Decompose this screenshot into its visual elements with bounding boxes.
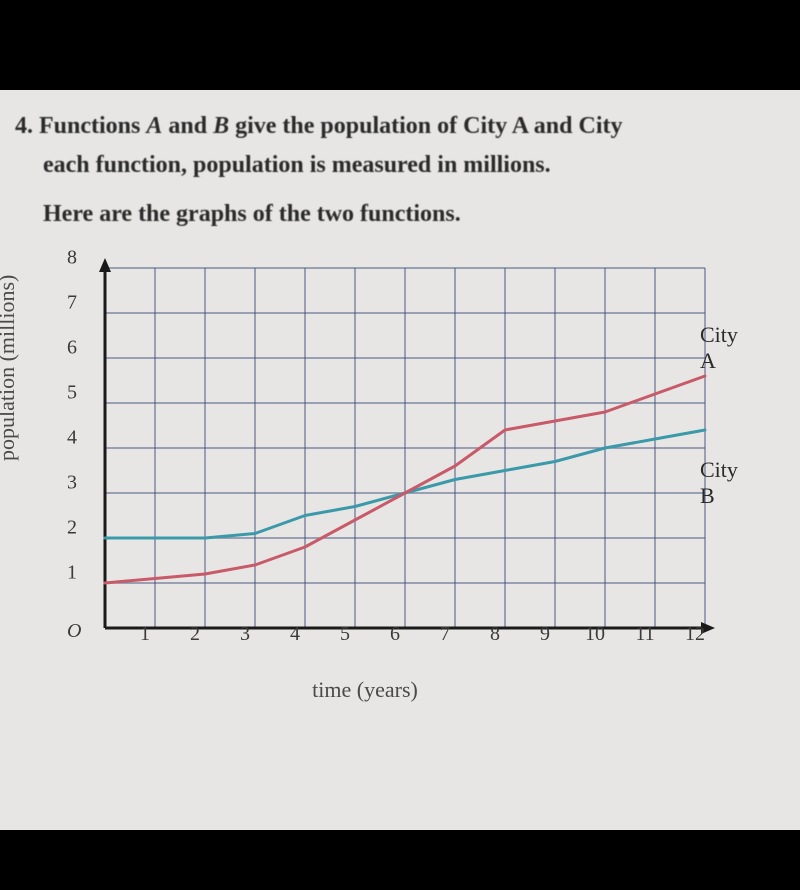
y-tick: 3	[67, 471, 77, 494]
x-tick: 12	[685, 623, 705, 646]
y-axis-label: population (millions)	[0, 274, 20, 460]
origin-label: O	[67, 620, 81, 643]
x-tick: 1	[140, 623, 150, 646]
x-axis-label: time (years)	[312, 677, 418, 703]
question-suffix: give the population of City A and City	[229, 113, 622, 139]
x-tick: 9	[540, 623, 550, 646]
y-tick: 1	[67, 561, 77, 584]
series-label: City A	[700, 322, 738, 374]
x-tick: 10	[585, 623, 605, 646]
variable-b: B	[213, 113, 229, 139]
x-tick: 7	[440, 623, 450, 646]
question-line-1: 4. Functions A and B give the population…	[15, 110, 785, 144]
question-number: 4.	[15, 113, 33, 139]
question-mid: and	[162, 113, 213, 139]
y-tick: 4	[67, 426, 77, 449]
x-tick: 8	[490, 623, 500, 646]
page-container: 4. Functions A and B give the population…	[0, 90, 800, 830]
x-tick: 6	[390, 623, 400, 646]
x-tick: 4	[290, 623, 300, 646]
x-tick: 2	[190, 623, 200, 646]
x-tick: 3	[240, 623, 250, 646]
y-tick: 8	[67, 246, 77, 269]
series-label: City B	[700, 457, 738, 509]
y-tick: 7	[67, 291, 77, 314]
x-tick: 5	[340, 623, 350, 646]
chart-intro: Here are the graphs of the two functions…	[43, 201, 785, 228]
variable-a: A	[146, 113, 162, 139]
question-prefix: Functions	[39, 113, 146, 139]
chart-area: O 12345678123456789101112 City ACity B	[95, 258, 695, 618]
y-tick: 5	[67, 381, 77, 404]
x-tick: 11	[635, 623, 654, 646]
y-tick: 6	[67, 336, 77, 359]
chart-svg	[95, 258, 715, 638]
y-tick: 2	[67, 516, 77, 539]
question-line-2: each function, population is measured in…	[43, 152, 785, 179]
chart-wrapper: population (millions) O 1234567812345678…	[15, 248, 715, 668]
